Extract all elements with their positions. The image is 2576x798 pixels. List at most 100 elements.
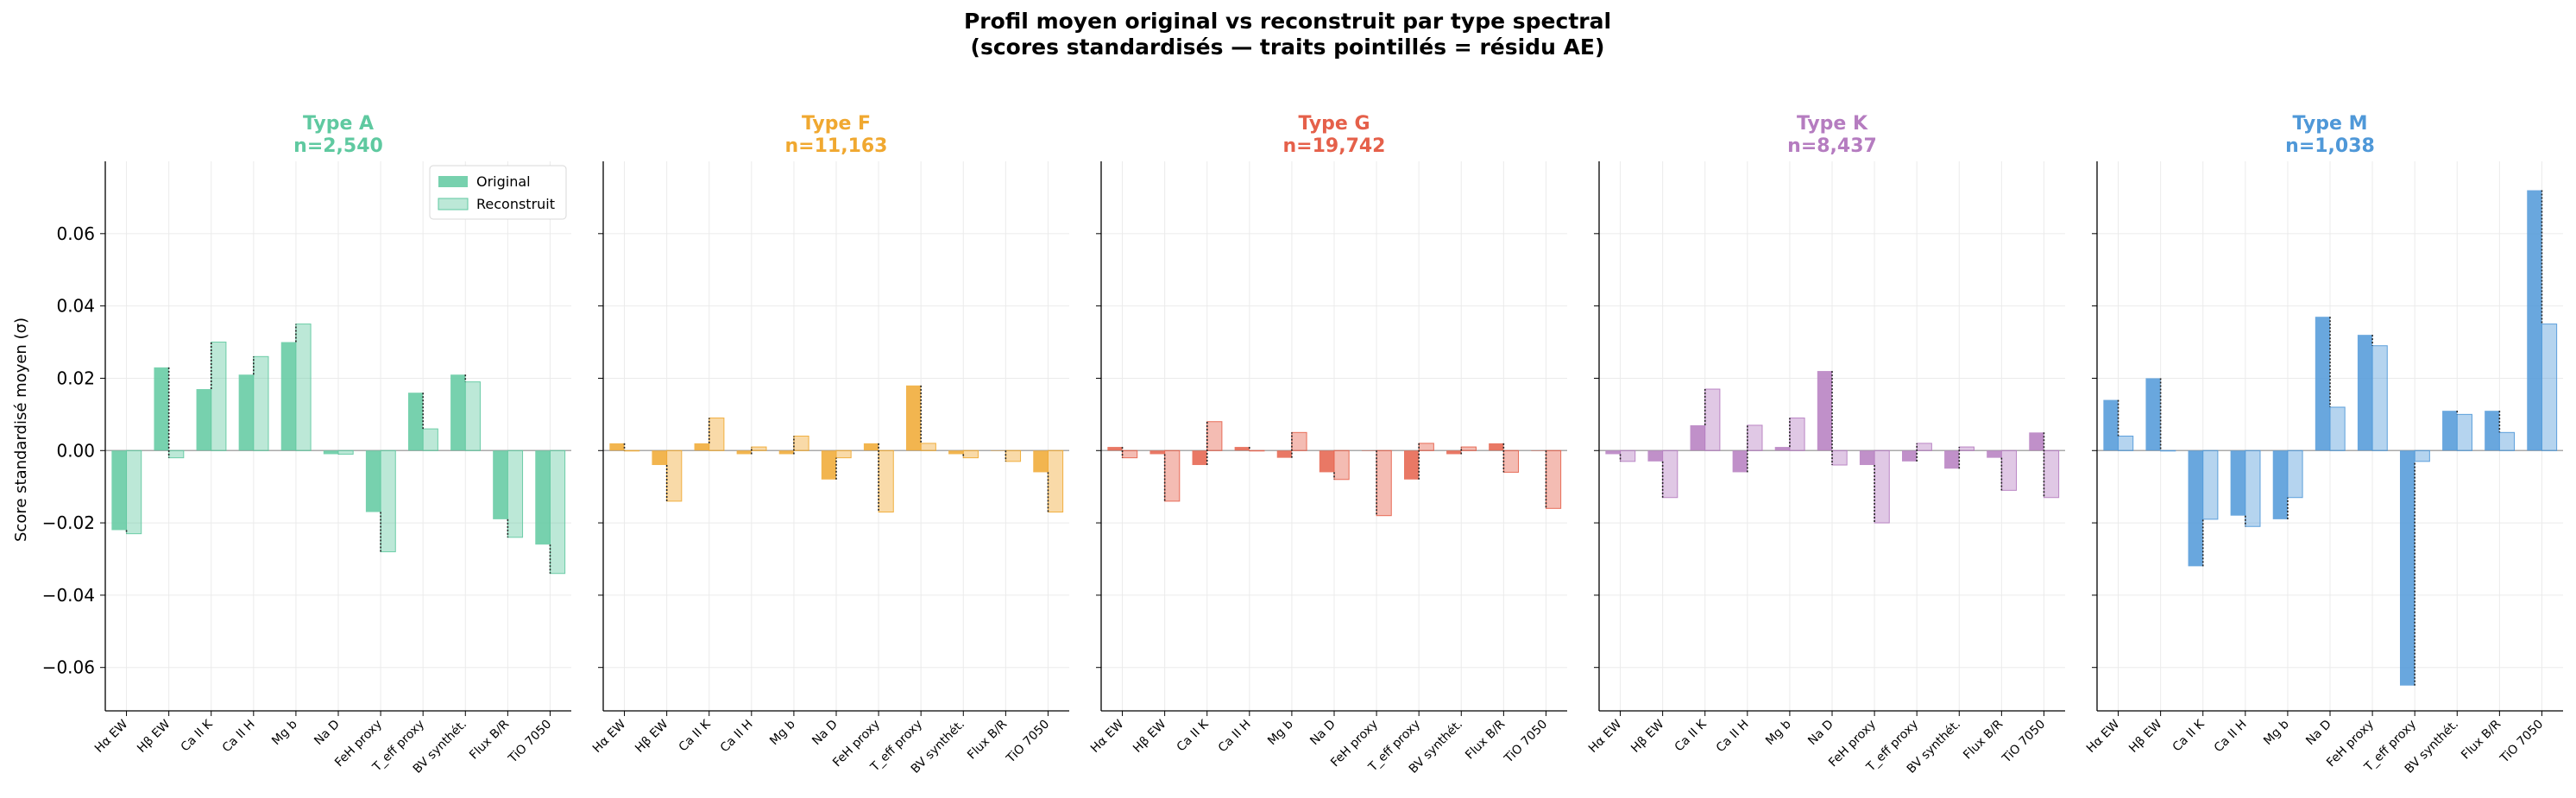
bar-reconstruit	[2287, 449, 2303, 499]
x-tick-label: Mg b	[1265, 717, 1296, 748]
bar-original	[2230, 450, 2245, 516]
panel-title: Type F	[802, 113, 871, 135]
y-tick-label: 0.06	[56, 223, 95, 244]
x-tick-label: Ca II H	[1216, 718, 1254, 756]
y-tick-label: 0.04	[56, 296, 95, 317]
bar-reconstruit	[507, 449, 524, 538]
x-tick-label: Hβ EW	[1628, 717, 1666, 755]
bar-reconstruit	[253, 355, 269, 451]
x-tick-label: TiO 7050	[2497, 718, 2547, 767]
x-tick-label: Ca II K	[677, 717, 714, 754]
bar-reconstruit	[380, 449, 396, 553]
y-axis-label: Score standardisé moyen (σ)	[12, 317, 30, 542]
panel-subtitle: n=19,742	[1283, 135, 1386, 157]
bar-original	[2442, 411, 2458, 451]
x-tick-label: TiO 7050	[1502, 718, 1551, 767]
panel-subtitle: n=8,437	[1787, 135, 1877, 157]
x-tick-label: Mg b	[1763, 717, 1794, 748]
x-tick-label: Hβ EW	[1131, 717, 1168, 755]
panel-title: Type A	[303, 113, 374, 135]
bar-reconstruit	[751, 446, 767, 451]
bar-original	[2103, 399, 2119, 451]
x-tick-label: Ca II H	[718, 718, 756, 756]
bar-original	[365, 450, 381, 512]
panel-subtitle: n=1,038	[2285, 135, 2375, 157]
x-tick-label: Hα EW	[1586, 717, 1625, 756]
bar-reconstruit	[835, 449, 852, 459]
bar-reconstruit	[422, 428, 438, 451]
bar-reconstruit	[793, 436, 809, 451]
bar-reconstruit	[211, 342, 227, 451]
y-tick-label: 0.02	[56, 368, 95, 388]
bar-reconstruit	[1502, 449, 1520, 473]
bar-reconstruit	[2118, 436, 2134, 451]
bar-original	[111, 450, 127, 531]
x-tick-label: Ca II K	[1175, 717, 1212, 754]
bar-reconstruit	[1291, 431, 1307, 451]
x-tick-label: Mg b	[2261, 717, 2292, 748]
bar-reconstruit	[1376, 449, 1392, 517]
x-tick-label: Na D	[312, 718, 343, 749]
bar-original	[1276, 450, 1292, 458]
bar-original	[408, 393, 424, 451]
bar-original	[1404, 450, 1420, 480]
x-tick-label: Ca II H	[220, 718, 258, 756]
figure-title-line2: (scores standardisés — traits pointillés…	[971, 35, 1605, 60]
x-tick-label: TiO 7050	[1004, 718, 1053, 767]
bar-original	[1033, 450, 1049, 473]
bar-reconstruit	[624, 449, 640, 452]
bar-original	[863, 443, 879, 451]
bar-original	[2485, 411, 2500, 451]
bar-original	[154, 367, 169, 451]
bar-reconstruit	[2043, 449, 2060, 499]
bar-original	[821, 450, 836, 480]
x-tick-label: Ca II K	[1672, 717, 1710, 754]
bar-original	[535, 450, 551, 545]
bar-original	[2145, 378, 2161, 451]
bar-original	[2527, 190, 2542, 451]
bar-original	[1489, 443, 1504, 451]
x-tick-label: Hα EW	[2084, 717, 2123, 756]
bar-reconstruit	[1831, 449, 1848, 466]
bar-original	[280, 342, 296, 451]
bar-original	[1902, 450, 1918, 462]
y-tick-label: −0.06	[42, 657, 95, 678]
x-tick-label: Hα EW	[590, 717, 629, 756]
panel-title: Type G	[1298, 113, 1370, 135]
bar-original	[1149, 450, 1165, 455]
x-tick-label: Mg b	[269, 717, 300, 748]
x-tick-label: Hα EW	[1088, 717, 1127, 756]
bar-reconstruit	[2329, 406, 2346, 451]
bar-original	[1361, 450, 1377, 451]
bar-reconstruit	[1545, 449, 1562, 509]
x-tick-label: Ca II K	[179, 717, 216, 754]
bar-original	[652, 450, 667, 466]
x-tick-label: Hβ EW	[135, 717, 173, 755]
bar-original	[778, 450, 794, 455]
bar-original	[1944, 450, 1960, 469]
x-tick-label: Na D	[2303, 718, 2334, 749]
figure-title-line1: Profil moyen original vs reconstruit par…	[964, 9, 1611, 34]
bar-reconstruit	[1460, 446, 1477, 451]
bar-original	[1107, 447, 1123, 451]
bar-reconstruit	[666, 449, 683, 502]
bar-original	[1774, 447, 1790, 451]
y-tick-label: −0.04	[42, 585, 95, 606]
bar-reconstruit	[1620, 449, 1636, 462]
bar-original	[2400, 450, 2415, 686]
x-tick-label: Na D	[1805, 718, 1836, 749]
bar-original	[450, 374, 466, 451]
bar-original	[906, 385, 922, 451]
x-tick-label: TiO 7050	[506, 718, 555, 767]
panel-subtitle: n=11,163	[785, 135, 888, 157]
bar-original	[948, 450, 964, 455]
bar-reconstruit	[1206, 421, 1223, 451]
x-tick-label: Ca II H	[2212, 718, 2250, 756]
bar-reconstruit	[464, 381, 481, 451]
x-tick-label: Ca II H	[1714, 718, 1752, 756]
bar-reconstruit	[1047, 449, 1064, 513]
